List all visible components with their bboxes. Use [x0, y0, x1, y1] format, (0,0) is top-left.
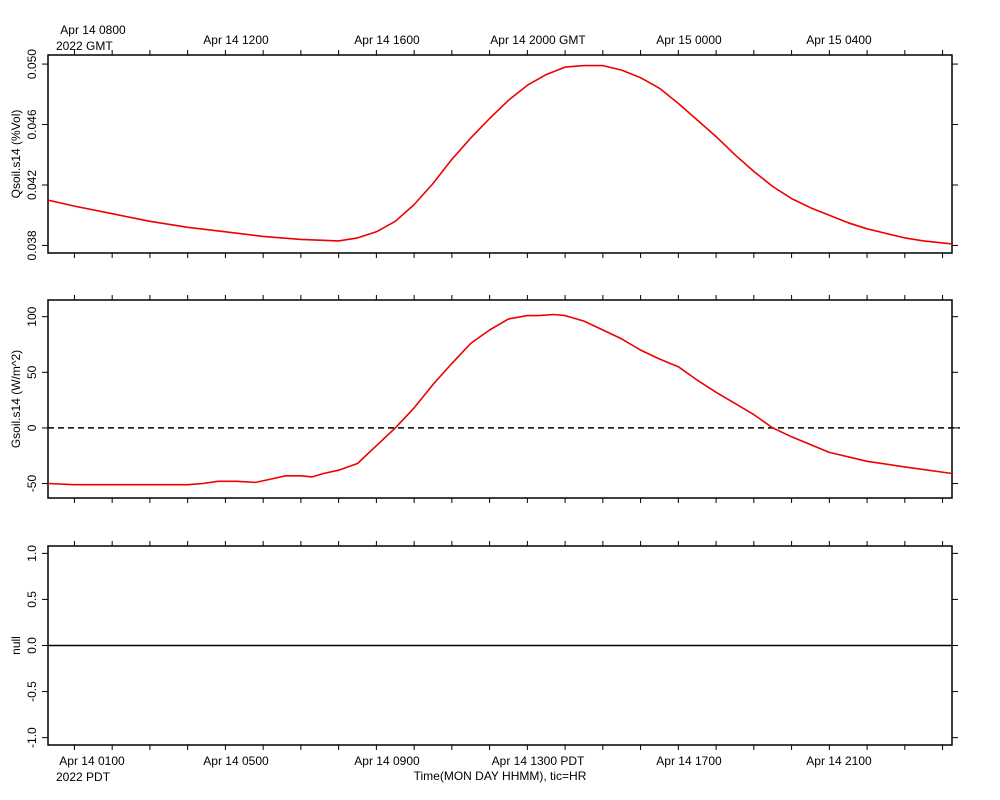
top-axis-first-label: Apr 14 0800: [60, 23, 126, 37]
top-axis-tick-label: Apr 15 0000: [656, 33, 722, 47]
y-tick-label: 0.050: [25, 49, 39, 79]
bottom-axis-tick-label: Apr 14 1300 PDT: [492, 754, 585, 768]
top-axis-tick-label: Apr 14 1200: [203, 33, 269, 47]
y-tick-label: -1.0: [25, 727, 39, 748]
plot-frame: [47, 299, 953, 499]
y-tick-label: 100: [25, 306, 39, 326]
top-axis-tick-label: Apr 14 1600: [354, 33, 420, 47]
y-tick-label: 0.0: [25, 637, 39, 654]
y-tick-label: 0.042: [25, 170, 39, 200]
y-tick-label: -50: [25, 475, 39, 493]
y-tick-label: 50: [25, 365, 39, 379]
bottom-axis-tick-label: Apr 14 2100: [806, 754, 872, 768]
series-line: [47, 64, 953, 245]
y-tick-label: -0.5: [25, 681, 39, 702]
chart-panel-1: 0.038 0.042 0.046 0.050 Qsoil.s14 (%Vol): [9, 49, 958, 260]
y-axis-label: null: [9, 636, 23, 655]
bottom-axis-tick-label: Apr 14 0500: [203, 754, 269, 768]
chart-panel-2: -50 0 50 100 Gsoil.s14 (W/m^2): [9, 295, 960, 503]
y-tick-label: 0.5: [25, 591, 39, 608]
bottom-axis-first-label: Apr 14 0100: [59, 754, 125, 768]
y-tick-label: 0: [25, 424, 39, 431]
y-axis-label: Gsoil.s14 (W/m^2): [9, 350, 23, 448]
y-axis-label: Qsoil.s14 (%Vol): [9, 110, 23, 199]
bottom-axis-first-label-year: 2022 PDT: [56, 770, 111, 784]
top-axis-tick-label: Apr 15 0400: [806, 33, 872, 47]
y-tick-label: 0.046: [25, 109, 39, 139]
top-time-axis: Apr 14 0800 2022 GMT Apr 14 1200 Apr 14 …: [56, 23, 872, 53]
x-axis-title: Time(MON DAY HHMM), tic=HR: [414, 769, 587, 783]
bottom-time-axis: Apr 14 0100 2022 PDT Apr 14 0500 Apr 14 …: [56, 754, 872, 784]
top-axis-tick-label: Apr 14 2000 GMT: [490, 33, 586, 47]
chart-panel-3: -1.0 -0.5 0.0 0.5 1.0 null: [9, 541, 958, 750]
y-tick-label: 1.0: [25, 545, 39, 562]
plot-frame: [47, 54, 953, 254]
bottom-axis-tick-label: Apr 14 0900: [354, 754, 420, 768]
series-line: [47, 313, 953, 486]
y-tick-label: 0.038: [25, 230, 39, 260]
top-axis-first-label-year: 2022 GMT: [56, 39, 113, 53]
bottom-axis-tick-label: Apr 14 1700: [656, 754, 722, 768]
